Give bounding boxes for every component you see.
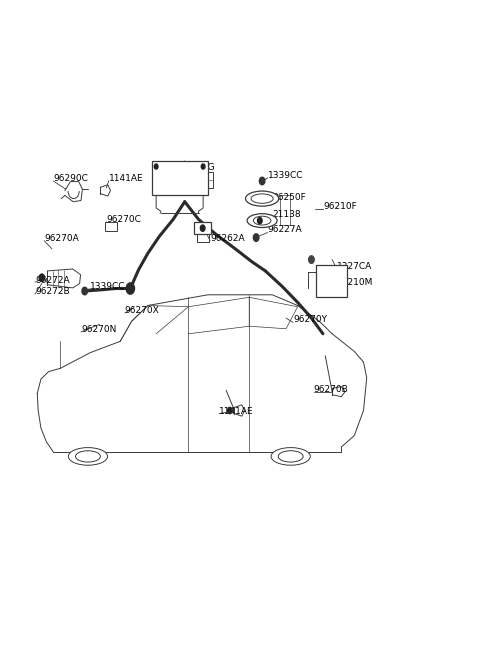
- Bar: [194, 222, 211, 234]
- Ellipse shape: [75, 451, 100, 462]
- Circle shape: [126, 283, 134, 294]
- Text: 21138: 21138: [272, 210, 301, 219]
- Bar: [152, 161, 208, 195]
- Circle shape: [309, 256, 314, 263]
- Text: 1339CC: 1339CC: [268, 171, 303, 179]
- Circle shape: [201, 164, 205, 169]
- Circle shape: [253, 234, 259, 241]
- Ellipse shape: [68, 447, 108, 465]
- Text: 96272B: 96272B: [35, 287, 70, 296]
- Text: 96260G: 96260G: [179, 162, 215, 172]
- Ellipse shape: [253, 216, 271, 225]
- Text: 96270X: 96270X: [125, 306, 159, 315]
- Text: 96227A: 96227A: [268, 225, 302, 234]
- Text: 96270C: 96270C: [107, 215, 141, 224]
- Circle shape: [259, 178, 265, 185]
- Text: 96290C: 96290C: [53, 174, 88, 183]
- Text: 96270A: 96270A: [44, 234, 79, 242]
- Circle shape: [39, 274, 45, 282]
- Text: 1327CA: 1327CA: [337, 262, 372, 271]
- Circle shape: [154, 164, 158, 169]
- Circle shape: [82, 288, 87, 295]
- Circle shape: [200, 225, 205, 231]
- Text: 96272A: 96272A: [35, 276, 70, 285]
- Text: 96270N: 96270N: [81, 325, 116, 334]
- Text: 96210F: 96210F: [323, 202, 357, 211]
- Bar: [316, 265, 348, 297]
- Text: 1141AE: 1141AE: [108, 174, 144, 183]
- Ellipse shape: [271, 447, 310, 465]
- Ellipse shape: [278, 451, 303, 462]
- Text: 96270Y: 96270Y: [293, 315, 327, 324]
- Ellipse shape: [251, 194, 273, 203]
- Ellipse shape: [247, 214, 277, 227]
- Text: 1141AE: 1141AE: [219, 407, 254, 415]
- Text: 96270B: 96270B: [314, 384, 348, 394]
- Text: 96250F: 96250F: [272, 193, 306, 202]
- Text: 96210M: 96210M: [337, 278, 373, 287]
- Ellipse shape: [246, 191, 279, 206]
- Bar: [106, 222, 117, 231]
- Circle shape: [257, 217, 262, 224]
- Text: 1339CC: 1339CC: [90, 282, 126, 291]
- Circle shape: [228, 407, 232, 414]
- Text: 96262A: 96262A: [210, 234, 245, 242]
